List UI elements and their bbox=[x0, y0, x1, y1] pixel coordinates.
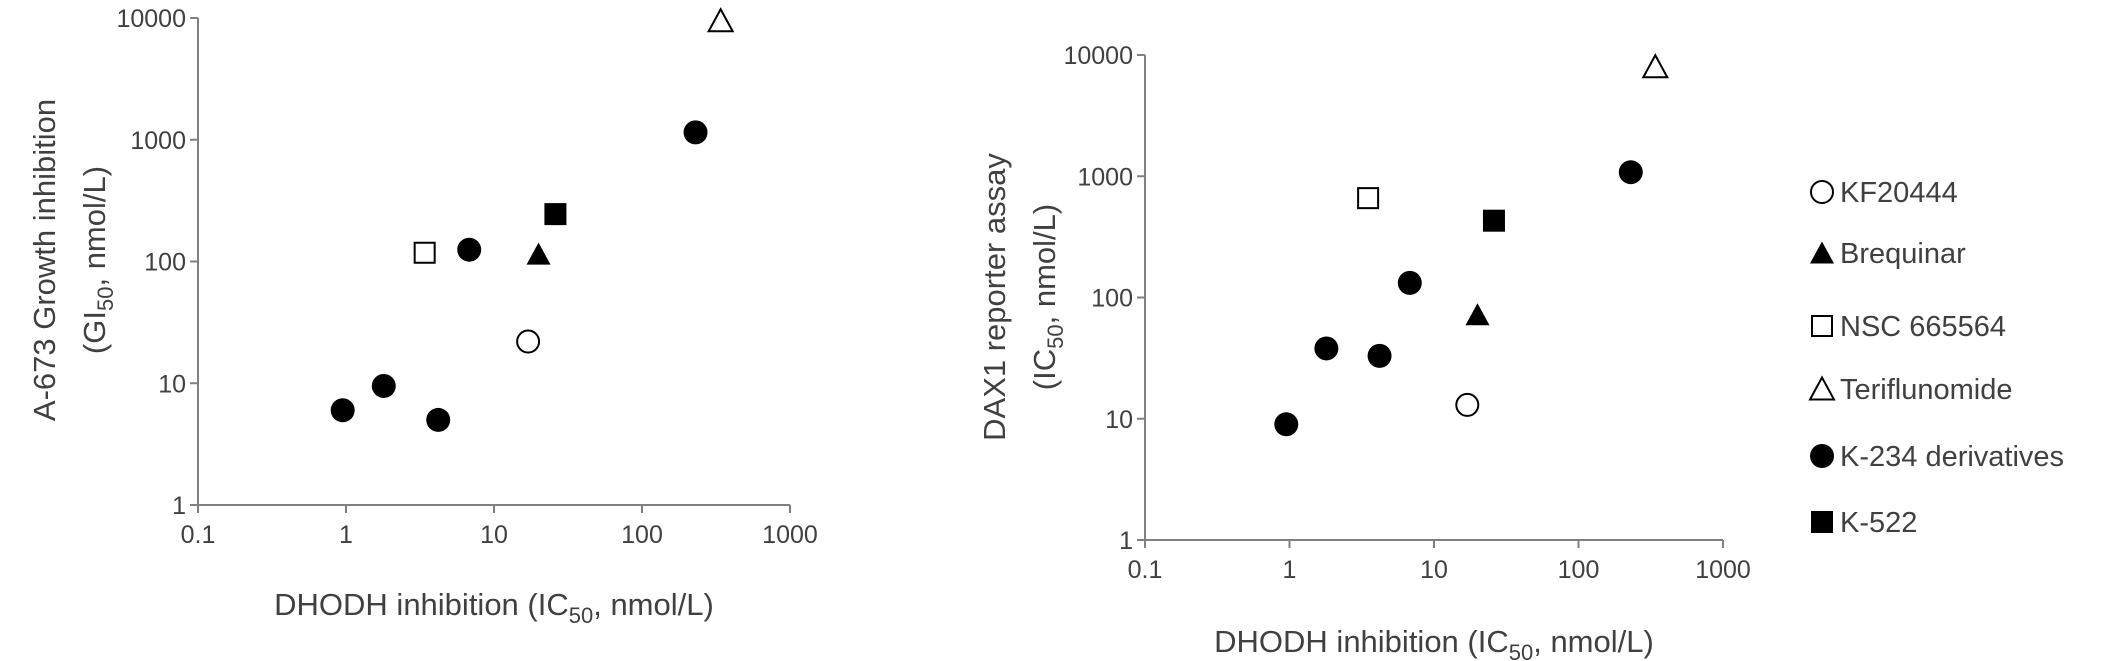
legend-marker bbox=[1810, 180, 1834, 204]
data-point bbox=[1641, 53, 1669, 79]
series-kf20444 bbox=[516, 329, 541, 354]
legend-marker bbox=[1811, 511, 1833, 533]
data-point bbox=[1274, 412, 1299, 437]
series-kf20444 bbox=[1455, 392, 1480, 417]
y-axis-title: A-673 Growth inhibition (GI50, nmol/L) bbox=[27, 99, 118, 421]
series-teriflunomide bbox=[1641, 53, 1669, 79]
legend-label: Teriflunomide bbox=[1840, 374, 2012, 406]
x-tick-label: 1 bbox=[1283, 556, 1297, 584]
y-tick-label: 1000 bbox=[1077, 163, 1133, 191]
data-point bbox=[544, 203, 567, 226]
legend-marker bbox=[1811, 315, 1833, 337]
data-point bbox=[1397, 270, 1422, 295]
x-axis-title: DHODH inhibition (IC50, nmol/L) bbox=[1214, 624, 1654, 661]
series-k-234-derivatives bbox=[1274, 160, 1643, 437]
legend-marker bbox=[1808, 375, 1836, 401]
x-tick-label: 1000 bbox=[1695, 556, 1751, 584]
y-axis-title-line2: (GI50, nmol/L) bbox=[77, 166, 118, 354]
legend: KF20444 Brequinar NSC 665564 Teriflunomide K… bbox=[1808, 177, 2064, 539]
legend-item: K-234 derivatives bbox=[1810, 441, 2064, 473]
data-point bbox=[1465, 303, 1490, 326]
data-point bbox=[1618, 160, 1643, 185]
x-tick-label: 100 bbox=[621, 521, 663, 549]
legend-item: Teriflunomide bbox=[1808, 374, 2012, 406]
y-tick-label: 100 bbox=[1091, 285, 1133, 313]
legend-item: K-522 bbox=[1811, 507, 1917, 539]
legend-label: K-522 bbox=[1840, 507, 1917, 539]
y-tick-label: 10 bbox=[158, 370, 186, 398]
series-k-522 bbox=[544, 203, 567, 226]
y-axis-title-line2: (IC50, nmol/L) bbox=[1027, 204, 1068, 390]
data-point bbox=[1367, 343, 1392, 368]
series-brequinar bbox=[526, 242, 551, 265]
y-tick-label: 1 bbox=[1119, 527, 1133, 555]
y-tick-label: 10000 bbox=[116, 5, 186, 33]
data-point bbox=[526, 242, 551, 265]
y-axis-title: DAX1 reporter assay (IC50, nmol/L) bbox=[977, 153, 1068, 441]
legend-marker bbox=[1810, 241, 1834, 264]
x-tick-label: 1000 bbox=[762, 521, 818, 549]
y-axis-title-line1: A-673 Growth inhibition bbox=[27, 99, 62, 421]
series-brequinar bbox=[1465, 303, 1490, 326]
data-point bbox=[706, 7, 735, 33]
series-nsc-665564 bbox=[1357, 187, 1380, 210]
data-point bbox=[413, 241, 436, 264]
y-axis-title-line1: DAX1 reporter assay bbox=[977, 153, 1012, 441]
legend-marker bbox=[1810, 444, 1834, 468]
data-point bbox=[1482, 209, 1505, 232]
data-point bbox=[683, 120, 708, 145]
y-tick-label: 10000 bbox=[1063, 42, 1133, 70]
series-k-522 bbox=[1482, 209, 1505, 232]
y-tick-label: 1000 bbox=[130, 127, 186, 155]
legend-item: Brequinar bbox=[1810, 238, 1966, 270]
data-point bbox=[1455, 392, 1480, 417]
legend-label: KF20444 bbox=[1840, 177, 1958, 209]
x-tick-label: 1 bbox=[339, 521, 353, 549]
legend-label: Brequinar bbox=[1840, 238, 1966, 270]
x-tick-label: 10 bbox=[1420, 556, 1448, 584]
data-point bbox=[426, 407, 451, 432]
series-teriflunomide bbox=[706, 7, 735, 33]
data-point bbox=[1357, 187, 1380, 210]
legend-label: K-234 derivatives bbox=[1840, 441, 2064, 473]
data-point bbox=[371, 373, 396, 398]
x-tick-label: 0.1 bbox=[1128, 556, 1163, 584]
y-tick-label: 100 bbox=[144, 249, 186, 277]
legend-item: NSC 665564 bbox=[1811, 311, 2006, 343]
x-axis-title: DHODH inhibition (IC50, nmol/L) bbox=[274, 587, 714, 628]
data-point bbox=[457, 237, 482, 262]
x-tick-label: 0.1 bbox=[181, 521, 216, 549]
data-point bbox=[330, 398, 355, 423]
y-tick-label: 1 bbox=[172, 492, 186, 520]
data-point bbox=[1314, 336, 1339, 361]
series-nsc-665564 bbox=[413, 241, 436, 264]
x-tick-label: 10 bbox=[480, 521, 508, 549]
data-point bbox=[516, 329, 541, 354]
series-k-234-derivatives bbox=[330, 120, 708, 432]
legend-label: NSC 665564 bbox=[1840, 311, 2006, 343]
x-tick-label: 100 bbox=[1558, 556, 1600, 584]
y-tick-label: 10 bbox=[1105, 406, 1133, 434]
legend-item: KF20444 bbox=[1810, 177, 1958, 209]
